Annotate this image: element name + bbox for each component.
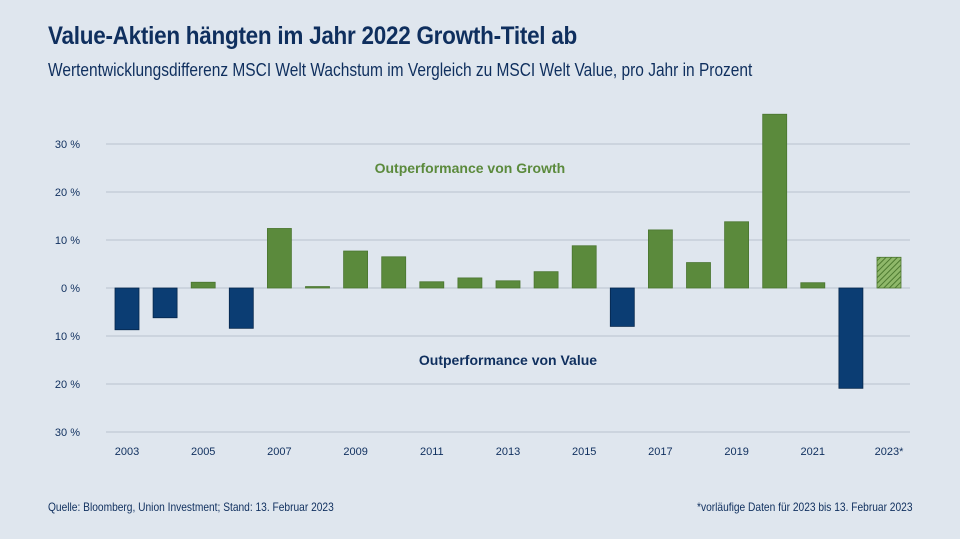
annotation-growth: Outperformance von Growth bbox=[375, 160, 566, 176]
bar-2022 bbox=[838, 287, 864, 389]
x-tick-label: 2011 bbox=[420, 446, 444, 458]
bar-2020 bbox=[762, 113, 788, 289]
bar-2013 bbox=[495, 280, 521, 289]
bar-2018 bbox=[686, 262, 711, 289]
annotation-value: Outperformance von Value bbox=[419, 352, 597, 368]
y-tick-label: 20 % bbox=[55, 187, 80, 199]
x-tick-label: 2015 bbox=[572, 446, 596, 458]
bar-2014 bbox=[533, 271, 559, 289]
x-tick-label: 2005 bbox=[191, 446, 215, 458]
bar-2012 bbox=[457, 277, 483, 289]
preliminary-data-note: *vorläufige Daten für 2023 bis 13. Febru… bbox=[696, 500, 912, 514]
bar-2003 bbox=[114, 287, 140, 331]
source-note: Quelle: Bloomberg, Union Investment; Sta… bbox=[48, 500, 334, 514]
bar-2016 bbox=[609, 287, 635, 327]
x-tick-label: 2017 bbox=[648, 446, 672, 458]
chart-title: Value-Aktien hängten im Jahr 2022 Growth… bbox=[48, 22, 578, 50]
bar-2015 bbox=[571, 245, 597, 289]
bar-2005 bbox=[190, 281, 216, 289]
bar-2004 bbox=[152, 287, 178, 319]
x-tick-label: 2019 bbox=[724, 446, 748, 458]
bar-2006 bbox=[228, 287, 254, 329]
y-tick-label: 30 % bbox=[55, 427, 80, 439]
bar-2011 bbox=[419, 281, 445, 289]
x-tick-label: 2009 bbox=[343, 446, 367, 458]
bar-2007 bbox=[266, 228, 292, 289]
y-tick-label: 10 % bbox=[55, 331, 80, 343]
y-tick-label: 0 % bbox=[61, 283, 80, 295]
bar-2010 bbox=[381, 256, 407, 289]
bar-2023 bbox=[876, 256, 902, 289]
y-tick-label: 20 % bbox=[55, 379, 80, 391]
bar-2017 bbox=[648, 229, 673, 289]
bar-2009 bbox=[343, 250, 369, 289]
x-tick-label: 2013 bbox=[496, 446, 520, 458]
bar-2008 bbox=[305, 286, 330, 289]
y-tick-label: 10 % bbox=[55, 235, 80, 247]
x-tick-label: 2021 bbox=[801, 446, 825, 458]
chart-subtitle: Wertentwicklungsdifferenz MSCI Welt Wach… bbox=[48, 60, 753, 80]
y-tick-label: 30 % bbox=[55, 139, 80, 151]
x-tick-label: 2007 bbox=[267, 446, 291, 458]
x-tick-label: 2003 bbox=[115, 446, 139, 458]
bar-2019 bbox=[724, 221, 749, 289]
x-tick-label: 2023* bbox=[875, 446, 904, 458]
bar-2021 bbox=[800, 282, 826, 289]
